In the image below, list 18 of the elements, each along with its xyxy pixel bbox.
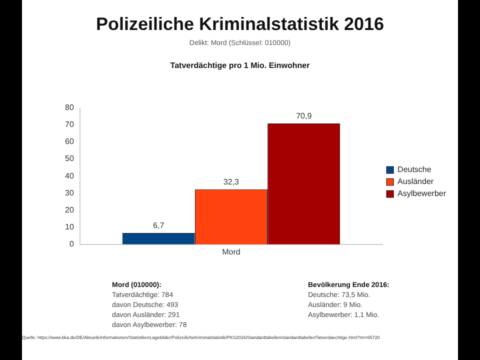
y-tick-label: 70 — [64, 120, 74, 130]
y-tick-label: 0 — [69, 240, 74, 249]
legend-label: Deutsche — [398, 165, 432, 174]
x-tick-label: Mord — [222, 247, 240, 256]
legend-label: Ausländer — [398, 177, 434, 186]
text: Tatverdächtige pro 1 Mio. Einwohner — [169, 61, 311, 70]
data-label: 70,9 — [296, 112, 312, 121]
y-tick-label: 20 — [64, 205, 74, 214]
legend-label: Asylbewerber — [398, 189, 446, 198]
chart-title: Polizeiliche Kriminalstatistik 2016 — [94, 14, 386, 35]
y-tick-label: 50 — [64, 154, 74, 164]
y-tick-label: 80 — [64, 103, 74, 112]
data-label: 32,3 — [223, 177, 240, 186]
y-tick-label: 30 — [64, 188, 74, 198]
data-label: 6,7 — [153, 221, 165, 230]
y-tick-label: 10 — [64, 222, 74, 232]
y-tick-label: 40 — [64, 171, 74, 180]
y-tick-label: 60 — [64, 137, 74, 146]
